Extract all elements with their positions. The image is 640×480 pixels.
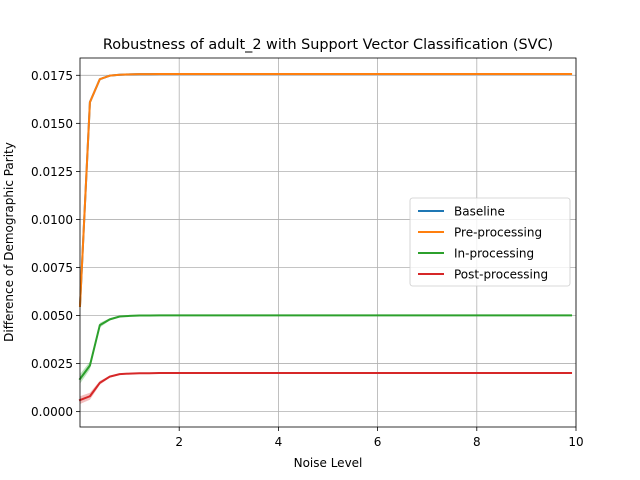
x-axis: 2 4 6 8 10 bbox=[175, 427, 584, 449]
pre-processing-line bbox=[78, 72, 573, 307]
legend: Baseline Pre-processing In-processing Post-… bbox=[409, 197, 571, 287]
series-lines bbox=[78, 72, 573, 402]
x-tick-label: 10 bbox=[568, 435, 583, 449]
y-tick-label: 0.0175 bbox=[31, 69, 73, 83]
post-processing-line bbox=[78, 372, 573, 402]
x-tick-label: 6 bbox=[374, 435, 382, 449]
y-tick-label: 0.0050 bbox=[31, 309, 73, 323]
x-tick-label: 8 bbox=[473, 435, 481, 449]
in-processing-line bbox=[78, 314, 573, 381]
chart-title: Robustness of adult_2 with Support Vecto… bbox=[103, 37, 553, 53]
legend-box bbox=[409, 197, 571, 287]
y-tick-label: 0.0125 bbox=[31, 165, 73, 179]
x-axis-label: Noise Level bbox=[294, 456, 363, 470]
y-tick-label: 0.0000 bbox=[31, 405, 73, 419]
x-tick-label: 4 bbox=[275, 435, 283, 449]
y-tick-label: 0.0100 bbox=[31, 213, 73, 227]
y-tick-label: 0.0150 bbox=[31, 117, 73, 131]
y-tick-label: 0.0075 bbox=[31, 261, 73, 275]
legend-label-post-processing: Post-processing bbox=[454, 268, 548, 282]
legend-label-in-processing: In-processing bbox=[454, 247, 534, 261]
legend-label-pre-processing: Pre-processing bbox=[454, 226, 542, 240]
y-axis: 0.0000 0.0025 0.0050 0.0075 0.0100 0.0125 0.01… bbox=[31, 69, 80, 419]
y-axis-label: Difference of Demographic Parity bbox=[2, 142, 16, 342]
x-tick-label: 2 bbox=[175, 435, 183, 449]
plot-frame bbox=[79, 57, 577, 428]
legend-label-baseline: Baseline bbox=[454, 205, 505, 219]
y-tick-label: 0.0025 bbox=[31, 357, 73, 371]
